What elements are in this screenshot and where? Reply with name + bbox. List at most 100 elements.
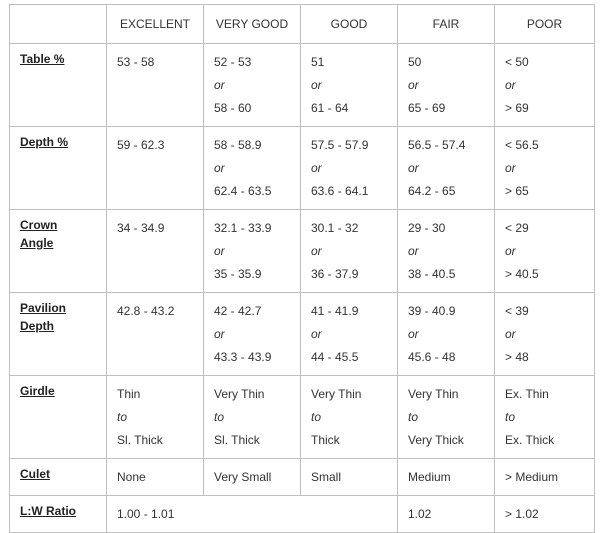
value-text: Sl. Thick — [117, 433, 163, 447]
grade-cell-excellent: Thin to Sl. Thick — [106, 375, 204, 459]
row-label: L:W Ratio — [9, 495, 107, 533]
column-header-good: GOOD — [300, 4, 398, 44]
table-row-depth: Depth % 59 - 62.3 58 - 58.9 or 62.4 - 63.5 57… — [9, 126, 595, 210]
value-text: > 69 — [505, 101, 529, 115]
value-text: 44 - 45.5 — [311, 350, 359, 364]
value-text: Very Thin — [408, 387, 459, 401]
value-text: Sl. Thick — [214, 433, 260, 447]
connector-text: to — [408, 410, 419, 424]
value-text: None — [117, 470, 146, 484]
value-text: Thick — [311, 433, 340, 447]
value-text: > 1.02 — [505, 507, 539, 521]
value-text: 42 - 42.7 — [214, 304, 262, 318]
value-text: Thin — [117, 387, 141, 401]
value-text: 45.6 - 48 — [408, 350, 456, 364]
connector-text: or — [408, 161, 419, 175]
grade-cell-very-good: 42 - 42.7 or 43.3 - 43.9 — [203, 292, 301, 376]
value-text: 58 - 58.9 — [214, 138, 262, 152]
row-label: Crown Angle — [9, 209, 107, 293]
value-text: 53 - 58 — [117, 55, 155, 69]
connector-text: or — [311, 244, 322, 258]
connector-text: to — [505, 410, 516, 424]
value-text: < 39 — [505, 304, 529, 318]
grade-cell-poor: < 56.5 or > 65 — [494, 126, 595, 210]
value-text: 38 - 40.5 — [408, 267, 456, 281]
row-label-line: Table % — [20, 52, 65, 66]
value-text: 43.3 - 43.9 — [214, 350, 272, 364]
grade-cell-very-good: 58 - 58.9 or 62.4 - 63.5 — [203, 126, 301, 210]
grade-cell-excellent-to-good: 1.00 - 1.01 — [106, 495, 398, 533]
value-text: 32.1 - 33.9 — [214, 221, 272, 235]
row-label-line: Crown — [20, 218, 58, 232]
connector-text: or — [311, 327, 322, 341]
row-label: Girdle — [9, 375, 107, 459]
value-text: 35 - 35.9 — [214, 267, 262, 281]
grade-cell-good: 30.1 - 32 or 36 - 37.9 — [300, 209, 398, 293]
value-text: 50 — [408, 55, 422, 69]
connector-text: or — [214, 78, 225, 92]
value-text: 62.4 - 63.5 — [214, 184, 272, 198]
grade-cell-poor: > Medium — [494, 458, 595, 496]
grade-cell-fair: 50 or 65 - 69 — [397, 43, 495, 127]
value-text: 57.5 - 57.9 — [311, 138, 369, 152]
grade-cell-excellent: 59 - 62.3 — [106, 126, 204, 210]
grade-cell-excellent: 34 - 34.9 — [106, 209, 204, 293]
value-text: Very Thin — [311, 387, 362, 401]
grade-cell-poor: Ex. Thin to Ex. Thick — [494, 375, 595, 459]
value-text: Ex. Thin — [505, 387, 549, 401]
value-text: 65 - 69 — [408, 101, 446, 115]
table-row-crown-angle: Crown Angle 34 - 34.9 32.1 - 33.9 or 35 - 35.… — [9, 209, 595, 293]
value-text: Small — [311, 470, 342, 484]
value-text: 52 - 53 — [214, 55, 252, 69]
grade-cell-very-good: 52 - 53 or 58 - 60 — [203, 43, 301, 127]
row-label-line: Depth — [20, 318, 54, 333]
grade-cell-very-good: 32.1 - 33.9 or 35 - 35.9 — [203, 209, 301, 293]
grade-cell-very-good: Very Small — [203, 458, 301, 496]
connector-text: or — [214, 327, 225, 341]
grade-cell-very-good: Very Thin to Sl. Thick — [203, 375, 301, 459]
connector-text: or — [214, 244, 225, 258]
grade-cell-good: Very Thin to Thick — [300, 375, 398, 459]
connector-text: or — [408, 244, 419, 258]
connector-text: or — [214, 161, 225, 175]
connector-text: or — [408, 78, 419, 92]
value-text: 1.02 — [408, 507, 432, 521]
value-text: 59 - 62.3 — [117, 138, 165, 152]
value-text: 58 - 60 — [214, 101, 252, 115]
grade-cell-fair: Very Thin to Very Thick — [397, 375, 495, 459]
grade-cell-good: 41 - 41.9 or 44 - 45.5 — [300, 292, 398, 376]
header-empty-cell — [9, 4, 107, 44]
value-text: < 29 — [505, 221, 529, 235]
header-row: EXCELLENT VERY GOOD GOOD FAIR POOR — [9, 4, 595, 44]
value-text: 61 - 64 — [311, 101, 349, 115]
row-label: Pavilion Depth — [9, 292, 107, 376]
grade-cell-fair: Medium — [397, 458, 495, 496]
connector-text: or — [311, 78, 322, 92]
grade-cell-excellent: 42.8 - 43.2 — [106, 292, 204, 376]
row-label-line: Pavilion — [20, 301, 67, 315]
value-text: 34 - 34.9 — [117, 221, 165, 235]
value-text: < 56.5 — [505, 138, 539, 152]
value-text: 42.8 - 43.2 — [117, 304, 175, 318]
grade-cell-excellent: 53 - 58 — [106, 43, 204, 127]
value-text: Very Thick — [408, 433, 464, 447]
value-text: > 40.5 — [505, 267, 539, 281]
column-header-very-good: VERY GOOD — [203, 4, 301, 44]
value-text: 63.6 - 64.1 — [311, 184, 369, 198]
table-row-culet: Culet None Very Small Small Medium > Medium — [9, 458, 595, 496]
grade-cell-poor: > 1.02 — [494, 495, 595, 533]
grade-cell-good: Small — [300, 458, 398, 496]
value-text: 39 - 40.9 — [408, 304, 456, 318]
column-header-excellent: EXCELLENT — [106, 4, 204, 44]
value-text: 30.1 - 32 — [311, 221, 359, 235]
value-text: < 50 — [505, 55, 529, 69]
row-label-line: L:W Ratio — [20, 504, 76, 518]
table-row-girdle: Girdle Thin to Sl. Thick Very Thin to Sl. Thic… — [9, 375, 595, 459]
grade-cell-fair: 56.5 - 57.4 or 64.2 - 65 — [397, 126, 495, 210]
row-label-line: Culet — [20, 467, 50, 481]
grade-cell-good: 57.5 - 57.9 or 63.6 - 64.1 — [300, 126, 398, 210]
row-label: Table % — [9, 43, 107, 127]
table-row-pavilion-depth: Pavilion Depth 42.8 - 43.2 42 - 42.7 or 43.3 … — [9, 292, 595, 376]
row-label: Culet — [9, 458, 107, 496]
table-body: EXCELLENT VERY GOOD GOOD FAIR POOR Table % 53 … — [9, 4, 595, 533]
